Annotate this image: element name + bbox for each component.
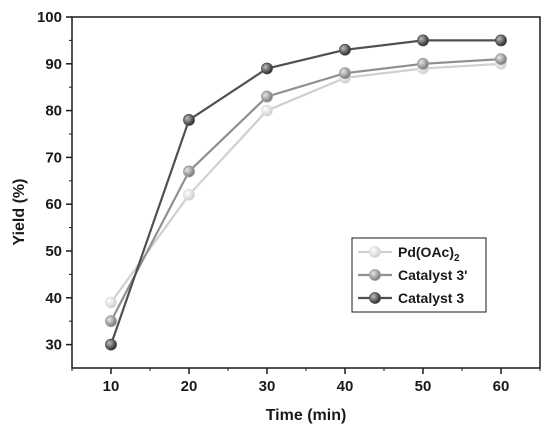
- data-point: [105, 315, 117, 328]
- series-line: [109, 39, 501, 345]
- legend-label-text: Catalyst 3': [398, 267, 467, 283]
- x-tick-label: 50: [415, 378, 432, 395]
- y-tick-label: 80: [45, 103, 62, 120]
- data-point: [417, 34, 429, 47]
- x-tick-label: 10: [103, 378, 120, 395]
- y-axis-ticks: 30 40 50 60 70 80 90 100: [37, 9, 72, 354]
- y-tick-label: 40: [45, 290, 62, 307]
- series-line: [110, 58, 502, 322]
- legend: Pd(OAc)2 Catalyst 3' Catalyst 3: [351, 237, 487, 313]
- series-layer: [105, 34, 507, 351]
- data-point: [495, 34, 507, 47]
- y-tick-label: 30: [45, 337, 62, 354]
- data-point: [183, 165, 195, 178]
- legend-label-subscript: 2: [454, 253, 460, 264]
- data-point: [105, 338, 117, 351]
- legend-entry-catalyst-3: Catalyst 3: [358, 290, 464, 306]
- series-line: [110, 62, 502, 304]
- legend-label: Pd(OAc)2: [398, 244, 460, 264]
- x-tick-label: 30: [259, 378, 276, 395]
- series-catalyst-3: [105, 34, 507, 351]
- x-tick-label: 40: [337, 378, 354, 395]
- data-point: [339, 67, 351, 80]
- series-catalyst-3-prime: [105, 53, 507, 328]
- data-point: [183, 114, 195, 126]
- legend-marker: [369, 269, 381, 281]
- y-axis-title: Yield (%): [11, 179, 28, 246]
- x-tick-label: 60: [493, 378, 510, 395]
- data-point: [261, 62, 273, 75]
- legend-label: Catalyst 3: [398, 290, 464, 306]
- data-point: [261, 90, 273, 103]
- y-tick-label: 60: [45, 196, 62, 213]
- data-point: [183, 188, 195, 201]
- y-tick-label: 90: [45, 56, 62, 73]
- data-point: [495, 53, 507, 66]
- x-tick-label: 20: [181, 378, 198, 395]
- legend-label-text: Pd(OAc): [398, 244, 454, 260]
- x-axis-ticks: 10 20 30 40 50 60: [71, 368, 541, 395]
- y-tick-label: 100: [37, 9, 62, 26]
- legend-marker: [369, 292, 381, 304]
- plot-frame: [71, 16, 541, 369]
- data-point: [339, 43, 351, 56]
- data-point: [261, 104, 273, 117]
- legend-entry-pd-oac2: Pd(OAc)2: [358, 244, 460, 264]
- data-point: [417, 57, 429, 70]
- y-tick-label: 70: [45, 149, 62, 166]
- x-axis-title: Time (min): [266, 407, 347, 424]
- legend-label: Catalyst 3': [398, 267, 467, 283]
- data-point: [105, 296, 117, 309]
- legend-entry-catalyst-3-prime: Catalyst 3': [358, 267, 467, 283]
- y-tick-label: 50: [45, 243, 62, 260]
- legend-label-text: Catalyst 3: [398, 290, 464, 306]
- legend-marker: [369, 246, 381, 258]
